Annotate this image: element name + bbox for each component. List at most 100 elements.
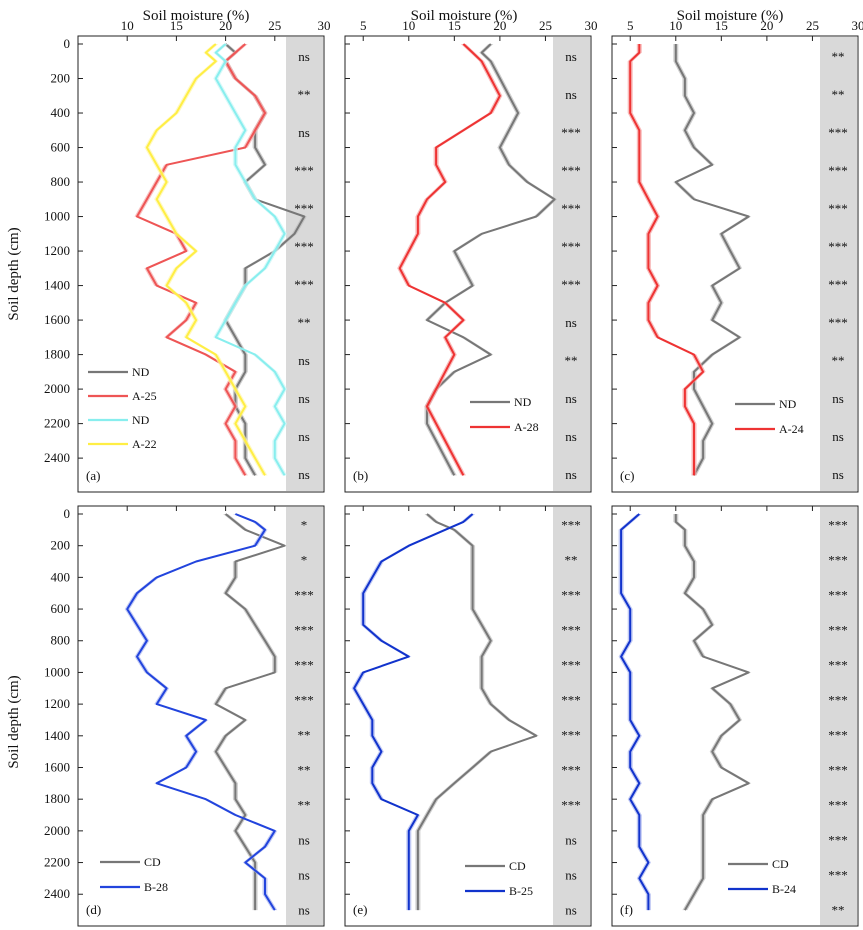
significance-marker: *	[301, 518, 308, 533]
legend-label: CD	[772, 857, 789, 871]
significance-marker: ***	[828, 833, 848, 848]
series-line-a-25-1	[136, 43, 266, 476]
x-tick-label: 30	[852, 18, 863, 33]
y-tick-label: 600	[51, 601, 71, 616]
significance-marker: ***	[294, 658, 314, 673]
legend-label: CD	[509, 859, 526, 873]
x-tick-label: 30	[585, 18, 598, 33]
legend-label: B-28	[144, 880, 168, 894]
significance-marker: ***	[561, 518, 581, 533]
significance-marker: ***	[561, 623, 581, 638]
x-tick-label: 5	[627, 18, 634, 33]
significance-marker: ***	[828, 277, 848, 292]
legend-label: A-28	[514, 420, 539, 434]
significance-marker: ns	[565, 87, 577, 102]
x-tick-label: 20	[219, 18, 232, 33]
significance-marker: ***	[561, 201, 581, 216]
significance-marker: ***	[561, 125, 581, 140]
significance-marker: ***	[828, 518, 848, 533]
legend-label: A-24	[779, 422, 804, 436]
y-tick-label: 2000	[44, 381, 70, 396]
x-tick-label: 25	[539, 18, 552, 33]
significance-marker: ***	[828, 588, 848, 603]
panel-label: (d)	[86, 902, 101, 917]
x-tick-label: 30	[318, 18, 331, 33]
significance-band	[553, 507, 590, 925]
significance-marker: ***	[294, 623, 314, 638]
significance-marker: ***	[828, 125, 848, 140]
x-tick-label: 25	[806, 18, 819, 33]
y-tick-label: 1600	[44, 759, 70, 774]
panel-c: 5 10 15 20 25 30************************nsnsn…	[611, 18, 863, 493]
y-tick-label: 2000	[44, 823, 70, 838]
series-line-b-24-1	[620, 513, 650, 911]
significance-marker: *	[301, 553, 308, 568]
series-line-cd-0	[674, 514, 750, 911]
significance-marker: **	[565, 353, 578, 368]
series-line-cd-0	[416, 513, 538, 911]
significance-marker: ***	[828, 315, 848, 330]
legend-label: CD	[144, 855, 161, 869]
significance-marker: ***	[828, 553, 848, 568]
legend-label: ND	[132, 413, 150, 427]
significance-marker: ***	[294, 201, 314, 216]
series-band-a-25-1	[134, 44, 268, 476]
significance-band	[820, 507, 857, 925]
significance-band	[553, 37, 590, 491]
legend: CD B-24	[728, 857, 796, 896]
y-tick-label: 1200	[44, 243, 70, 258]
panel-label: (e)	[353, 902, 367, 917]
series-band-a-28-1	[397, 44, 503, 476]
series-line-a-22-3	[145, 43, 266, 476]
y-tick-label: 2200	[44, 416, 70, 431]
panel-label: (a)	[86, 468, 100, 483]
significance-marker: ns	[298, 429, 310, 444]
series-line-cd-0	[214, 513, 286, 911]
plot-frame	[77, 505, 325, 927]
x-tick-label: 20	[493, 18, 506, 33]
significance-marker: ns	[298, 391, 310, 406]
y-tick-label: 2200	[44, 855, 70, 870]
y-tick-label: 0	[64, 36, 71, 51]
panel-f: ***********************************(f)CD…	[611, 505, 859, 927]
significance-marker: **	[565, 553, 578, 568]
significance-marker: **	[298, 798, 311, 813]
significance-marker: ***	[561, 658, 581, 673]
y-tick-label: 2400	[44, 886, 70, 901]
y-tick-label: 1400	[44, 728, 70, 743]
series-line-a-28-1	[398, 43, 501, 476]
significance-marker: ns	[298, 467, 310, 482]
legend-label: ND	[514, 395, 532, 409]
series-band-b-28-1	[124, 514, 278, 911]
y-tick-label: 400	[51, 569, 71, 584]
significance-marker: ns	[565, 467, 577, 482]
significance-marker: ***	[828, 693, 848, 708]
panels: 10 15 20 25 30020040060080010001200140016001…	[44, 18, 863, 927]
significance-marker: ***	[828, 868, 848, 883]
panel-b: 5 10 15 20 25 30 ns ns *** *** *** *** *** ns ** ns ns ns…	[344, 18, 598, 493]
series-band-b-25-1	[351, 514, 476, 911]
plot-frame	[611, 505, 859, 927]
x-tick-label: 10	[402, 18, 415, 33]
series-band-cd-0	[213, 514, 288, 911]
y-axis-title-top: Soil depth (cm)	[6, 227, 22, 320]
significance-marker: ***	[561, 163, 581, 178]
plot-frame	[344, 35, 592, 493]
significance-marker: ***	[828, 163, 848, 178]
significance-marker: ***	[294, 163, 314, 178]
significance-marker: ns	[832, 391, 844, 406]
significance-marker: **	[298, 728, 311, 743]
significance-marker: ns	[565, 868, 577, 883]
series-band-cd-0	[415, 514, 539, 911]
panel-d: 0 200 400 600 800 1000 1200 1400 1600 1800 2000 220…	[44, 505, 325, 927]
significance-marker: ***	[561, 728, 581, 743]
series-band-a-22-3	[144, 44, 268, 476]
significance-marker: ***	[294, 239, 314, 254]
significance-marker: ***	[561, 277, 581, 292]
significance-marker: ns	[832, 467, 844, 482]
legend: ND A-25 ND A-22	[88, 365, 157, 451]
y-tick-label: 200	[51, 71, 71, 86]
x-axis-title-middle: Soil moisture (%)	[411, 8, 518, 24]
legend-label: ND	[779, 397, 797, 411]
